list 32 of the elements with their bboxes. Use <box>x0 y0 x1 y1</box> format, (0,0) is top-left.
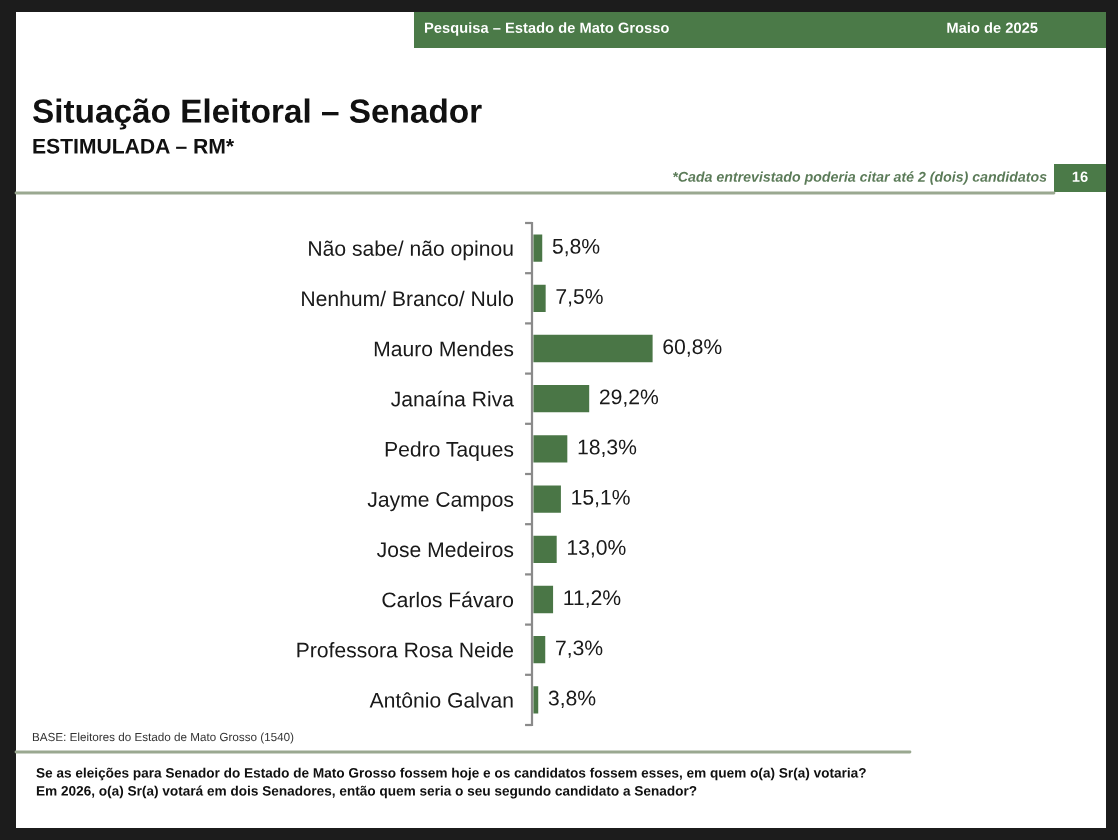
bar <box>532 382 592 416</box>
y-tick-label: Jayme Campos <box>367 492 514 512</box>
data-label: 29,2% <box>599 389 659 407</box>
data-label: 7,5% <box>556 289 603 307</box>
data-label: 60,8% <box>663 339 722 357</box>
bar <box>532 683 542 717</box>
data-label: 15,1% <box>572 489 630 508</box>
bar <box>532 633 549 667</box>
y-tick-label: Nenhum/ Branco/ Nulo <box>302 290 514 307</box>
data-label: 13,0% <box>568 540 626 558</box>
bar <box>532 231 546 265</box>
data-label: 5,8% <box>552 238 600 257</box>
y-tick-label: Não sabe/ não opinou <box>309 240 513 261</box>
bar <box>532 583 556 616</box>
data-label: 18,3% <box>578 439 637 458</box>
y-tick-label: Mauro Mendes <box>374 340 514 357</box>
data-label: 11,2% <box>564 590 621 608</box>
bar <box>532 281 549 315</box>
bar <box>532 432 571 466</box>
bar <box>532 482 564 516</box>
data-label: 3,8% <box>548 690 596 709</box>
y-tick-label: Antônio Galvan <box>369 692 513 708</box>
data-label: 7,3% <box>556 640 603 658</box>
text: Situação Eleitoral – Senador <box>32 98 482 130</box>
text: ESTIMULADA – RM* <box>33 138 235 154</box>
y-tick-label: Professora Rosa Neide <box>297 642 514 658</box>
y-tick-label: Janaína Riva <box>391 390 514 407</box>
y-tick-label: Carlos Fávaro <box>382 591 514 608</box>
y-tick-label: Pedro Taques <box>385 441 514 461</box>
bar <box>532 532 560 566</box>
y-tick-label: Jose Medeiros <box>377 541 514 558</box>
bar <box>532 332 656 365</box>
